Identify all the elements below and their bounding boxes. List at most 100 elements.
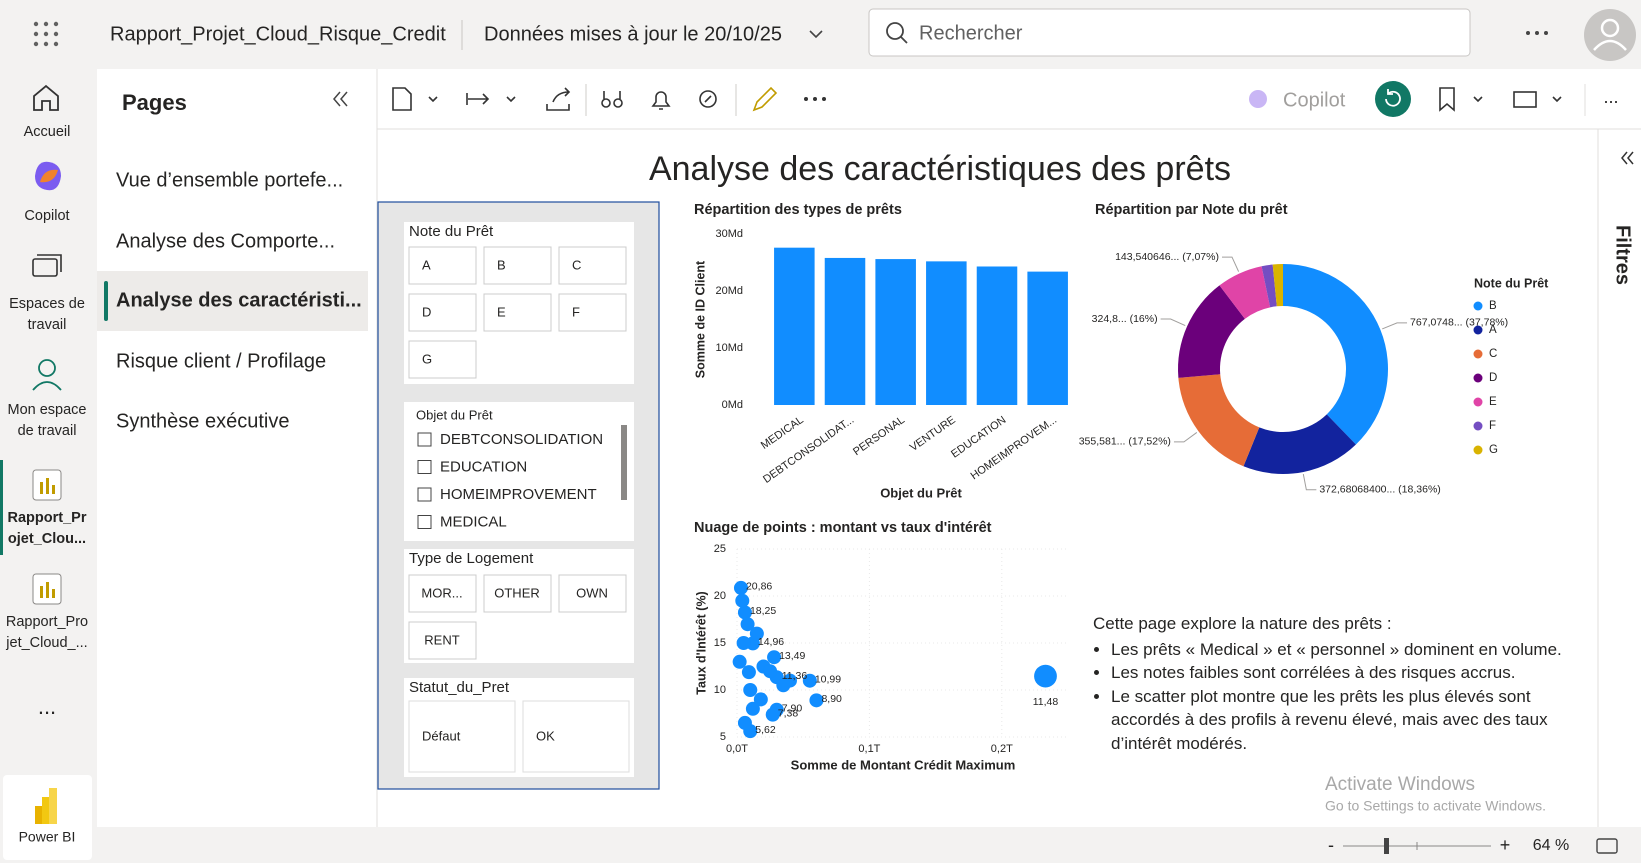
checkbox[interactable]	[417, 460, 432, 474]
slicer-button[interactable]	[408, 574, 477, 613]
legend-label[interactable]: A	[1489, 324, 1497, 336]
slicer-button[interactable]	[483, 246, 552, 285]
expand-filters[interactable]	[1621, 151, 1634, 165]
slicer-option[interactable]: C	[572, 257, 581, 272]
slicer-option[interactable]: EDUCATION	[440, 458, 527, 475]
nav-label[interactable]: ojet_Clou...	[8, 531, 86, 547]
nav-label[interactable]: jet_Cloud_...	[5, 635, 87, 651]
slicer-option[interactable]: MOR...	[421, 585, 462, 600]
page-item[interactable]: Risque client / Profilage	[116, 350, 326, 372]
scatter-point[interactable]	[745, 701, 760, 716]
refresh-date[interactable]: Données mises à jour le 20/10/25	[484, 23, 782, 45]
slicer-button[interactable]	[522, 700, 630, 773]
scatter-point[interactable]	[776, 678, 791, 693]
zoom-out[interactable]: -	[1328, 835, 1334, 855]
scatter-point[interactable]	[740, 617, 755, 632]
slicer-option[interactable]: G	[422, 351, 432, 366]
nav-label[interactable]: travail	[28, 317, 67, 333]
page-item[interactable]: Analyse des Comporte...	[116, 230, 335, 252]
chevron[interactable]	[1473, 96, 1483, 103]
slicer-option[interactable]: RENT	[424, 632, 459, 647]
slicer-option[interactable]: B	[497, 257, 506, 272]
legend-label[interactable]: C	[1489, 348, 1497, 360]
scatter-point[interactable]	[753, 692, 768, 707]
donut-slice[interactable]	[1243, 414, 1356, 474]
toolbar-more[interactable]	[804, 97, 826, 101]
app-launcher[interactable]	[33, 21, 59, 47]
copilot-button[interactable]: Copilot	[1283, 89, 1346, 111]
slicer-option[interactable]: E	[497, 304, 506, 319]
zoom-thumb[interactable]	[1384, 838, 1389, 854]
page-item[interactable]: Vue d’ensemble portefe...	[116, 169, 343, 191]
more-button[interactable]	[1526, 31, 1548, 35]
chevron[interactable]	[809, 30, 823, 39]
slicer-button[interactable]	[408, 246, 477, 285]
legend-label[interactable]: F	[1489, 420, 1496, 432]
slicer-button[interactable]	[483, 293, 552, 332]
bookmark-button[interactable]	[1439, 87, 1455, 112]
legend-label[interactable]: B	[1489, 300, 1497, 312]
nav-label[interactable]: Rapport_Pr	[8, 510, 87, 526]
donut-slice[interactable]	[1178, 285, 1245, 378]
checkbox[interactable]	[417, 515, 432, 529]
scatter-point[interactable]	[809, 693, 824, 708]
donut-slice[interactable]	[1261, 264, 1277, 308]
donut-slice[interactable]	[1219, 266, 1271, 319]
toolbar-more[interactable]: ...	[1603, 87, 1618, 107]
scatter-point[interactable]	[743, 683, 758, 697]
nav-label[interactable]: Accueil	[24, 124, 71, 140]
filters-pane[interactable]: Filtres	[1612, 225, 1634, 285]
legend-swatch[interactable]	[1473, 445, 1483, 455]
home-icon[interactable]	[33, 84, 59, 111]
zoom-in[interactable]: +	[1500, 835, 1511, 855]
checkbox[interactable]	[417, 487, 432, 502]
nav-label[interactable]: Copilot	[24, 208, 69, 224]
slicer-button[interactable]	[408, 340, 477, 379]
page-item[interactable]: Synthèse exécutive	[116, 410, 289, 432]
legend-swatch[interactable]	[1473, 325, 1483, 335]
scatter-point[interactable]	[737, 605, 752, 620]
legend-swatch[interactable]	[1473, 397, 1483, 407]
slicer-button[interactable]	[408, 700, 516, 773]
legend-label[interactable]: G	[1489, 444, 1498, 456]
view-button[interactable]	[1513, 91, 1537, 108]
search-placeholder[interactable]: Rechercher	[919, 22, 1023, 44]
scatter-point[interactable]	[736, 636, 751, 650]
fit-button[interactable]	[1596, 838, 1618, 854]
slicer-option[interactable]: OWN	[576, 585, 608, 600]
legend-swatch[interactable]	[1473, 373, 1483, 383]
slicer-option[interactable]: HOMEIMPROVEMENT	[440, 486, 597, 503]
nav-label[interactable]: Mon espace	[8, 402, 87, 418]
reset-button[interactable]	[1375, 81, 1411, 117]
slicer-option[interactable]: MEDICAL	[440, 513, 507, 530]
scatter-point[interactable]	[749, 626, 764, 641]
slicer-button[interactable]	[408, 621, 477, 660]
scatter-point[interactable]	[732, 654, 747, 669]
slicer-option[interactable]: Défaut	[422, 728, 461, 743]
slicer-option[interactable]: OTHER	[494, 585, 540, 600]
slicer-button[interactable]	[558, 246, 627, 285]
legend-swatch[interactable]	[1473, 301, 1483, 311]
checkbox[interactable]	[417, 432, 432, 447]
slicer-option[interactable]: F	[572, 304, 580, 319]
nav-label[interactable]: de travail	[18, 423, 77, 439]
slicer-button[interactable]	[558, 574, 627, 613]
legend-swatch[interactable]	[1473, 421, 1483, 431]
slicer-option[interactable]: DEBTCONSOLIDATION	[440, 431, 603, 448]
chevron[interactable]	[1552, 96, 1562, 103]
scatter-point[interactable]	[802, 673, 817, 688]
scatter-point[interactable]	[763, 664, 778, 679]
legend-label[interactable]: D	[1489, 372, 1497, 384]
slicer-option[interactable]: D	[422, 304, 431, 319]
slicer-button[interactable]	[483, 574, 552, 613]
legend-label[interactable]: E	[1489, 396, 1497, 408]
report-name[interactable]: Rapport_Projet_Cloud_Risque_Credit	[110, 23, 446, 45]
legend-swatch[interactable]	[1473, 349, 1483, 359]
scatter-point[interactable]	[741, 665, 756, 680]
workspaces-icon[interactable]	[32, 258, 58, 277]
search-box[interactable]	[868, 8, 1471, 57]
donut-slice[interactable]	[1178, 374, 1260, 467]
nav-label[interactable]: Espaces de	[9, 296, 85, 312]
scatter-point[interactable]	[735, 593, 750, 608]
slicer-button[interactable]	[558, 293, 627, 332]
